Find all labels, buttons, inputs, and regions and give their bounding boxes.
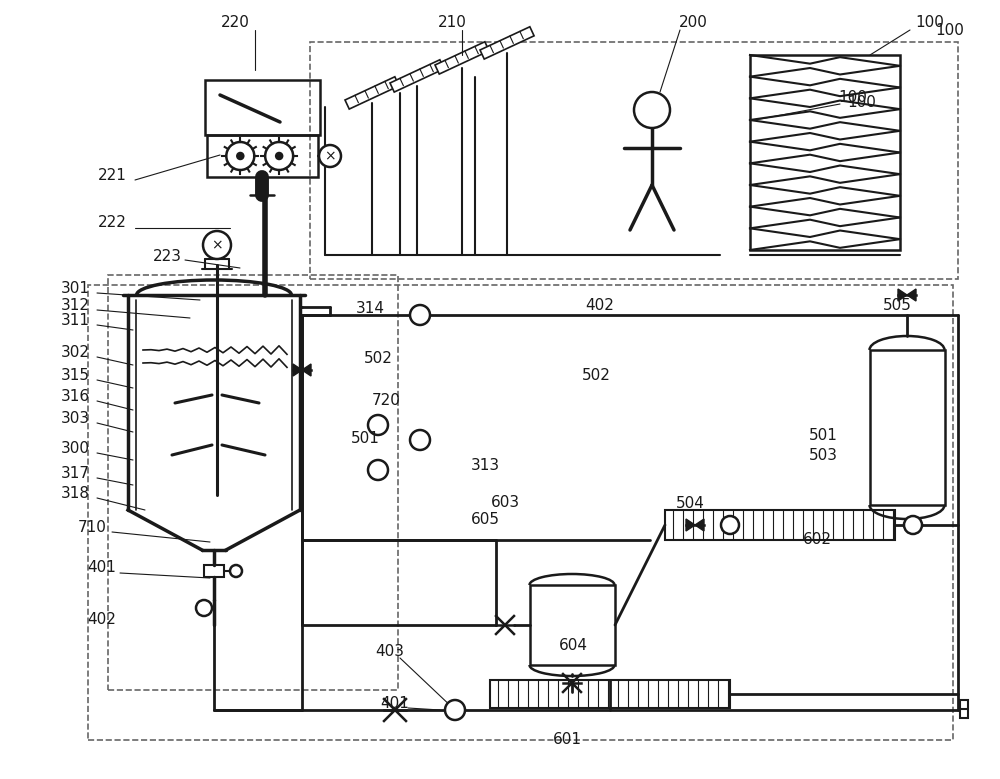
Text: 100: 100 [936,23,964,37]
Text: 100: 100 [848,94,876,110]
Circle shape [721,516,739,534]
Text: 312: 312 [60,298,90,312]
Text: 100: 100 [839,90,867,104]
Text: 317: 317 [60,466,90,481]
Text: 501: 501 [809,428,837,442]
Text: 601: 601 [552,732,582,748]
Polygon shape [907,289,916,301]
Circle shape [368,415,388,435]
Polygon shape [293,364,302,376]
Text: 505: 505 [883,298,911,312]
Text: 605: 605 [471,513,500,527]
Text: 501: 501 [351,431,379,446]
Circle shape [226,142,254,170]
Circle shape [410,430,430,450]
Circle shape [634,92,670,128]
Text: 604: 604 [558,637,588,653]
Text: ×: × [324,149,336,163]
Text: 314: 314 [356,301,384,315]
Text: 300: 300 [60,440,90,456]
Polygon shape [695,519,704,531]
Bar [205,80,320,135]
Bar [108,275,398,690]
Circle shape [319,145,341,167]
Polygon shape [390,60,444,92]
Bar [870,350,945,505]
Text: 221: 221 [98,167,126,182]
Bar [310,42,958,279]
Text: 316: 316 [60,389,90,404]
Text: 402: 402 [88,612,116,628]
Bar [665,510,895,540]
Text: 603: 603 [490,495,520,509]
Circle shape [230,565,242,577]
Text: 503: 503 [808,447,838,463]
Text: 504: 504 [676,495,704,510]
Text: 720: 720 [372,393,400,407]
Text: 311: 311 [60,312,90,327]
Circle shape [368,460,388,480]
Circle shape [410,305,430,325]
Polygon shape [345,77,399,109]
Circle shape [196,600,212,616]
Text: 313: 313 [470,457,500,473]
Text: 402: 402 [586,298,614,312]
Circle shape [237,153,243,159]
Text: 210: 210 [438,15,466,30]
Bar [530,585,615,665]
Text: 220: 220 [221,15,249,30]
Polygon shape [480,26,534,59]
Text: 200: 200 [679,15,707,30]
Text: 302: 302 [60,344,90,359]
Text: 502: 502 [582,368,610,382]
Text: 502: 502 [364,351,392,365]
Text: ×: × [211,238,223,252]
Circle shape [445,700,465,720]
Text: 401: 401 [381,696,409,710]
Text: 315: 315 [60,368,90,382]
Polygon shape [302,364,311,376]
Polygon shape [686,519,695,531]
Text: 222: 222 [98,214,126,230]
Polygon shape [435,42,489,74]
Text: 401: 401 [88,561,116,576]
Bar [750,55,900,250]
Text: 602: 602 [802,533,832,548]
Text: 100: 100 [916,15,944,30]
Bar [204,565,224,577]
Circle shape [265,142,293,170]
Text: 710: 710 [78,520,106,534]
Bar [88,285,953,740]
Text: 303: 303 [60,411,90,425]
Bar [960,700,968,718]
Text: 318: 318 [60,485,90,500]
Text: 223: 223 [152,249,182,263]
Polygon shape [898,289,907,301]
Bar [490,680,730,708]
Circle shape [203,231,231,259]
Text: 301: 301 [60,280,90,295]
Circle shape [904,516,922,534]
Bar [207,135,318,177]
Text: 403: 403 [376,644,404,660]
Circle shape [276,153,282,159]
